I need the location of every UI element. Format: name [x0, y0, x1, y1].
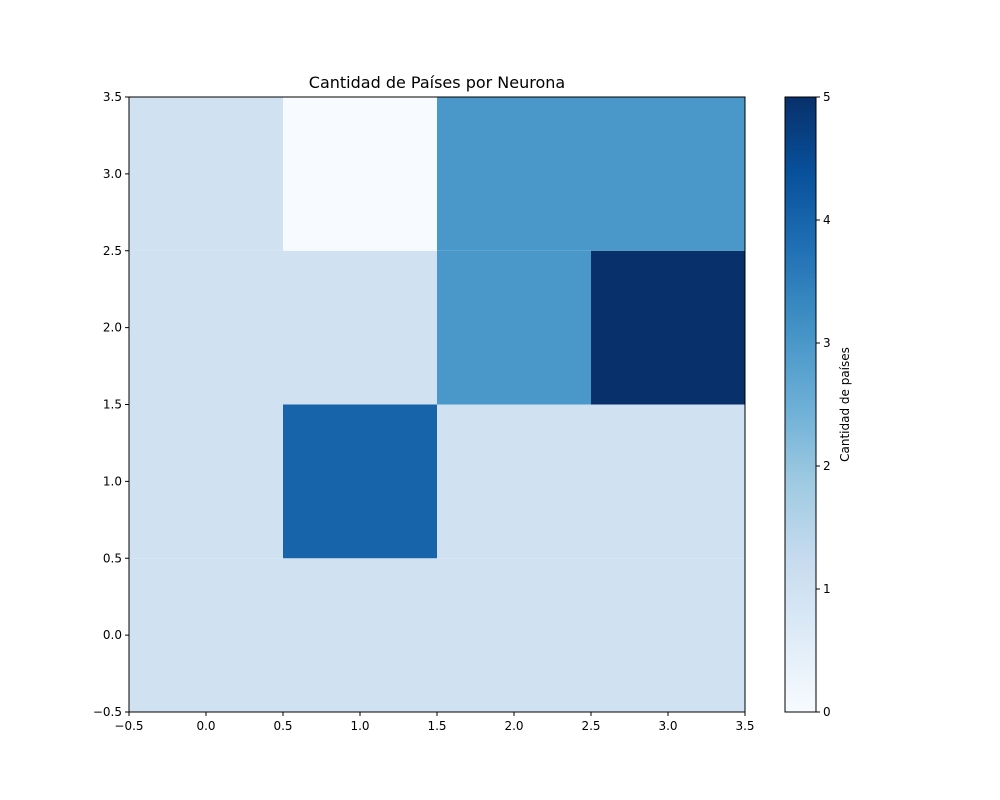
- colorbar-tick-label: 4: [823, 213, 831, 227]
- heatmap-cell: [437, 404, 591, 559]
- heatmap-cell: [591, 558, 745, 712]
- heatmap-cell: [129, 250, 283, 405]
- x-tick-label: 3.5: [735, 719, 754, 733]
- heatmap-cell: [283, 404, 437, 559]
- y-tick-label: 2.5: [103, 244, 122, 258]
- y-tick-label: 1.5: [103, 398, 122, 412]
- colorbar-tick-label: 3: [823, 336, 831, 350]
- heatmap-cell: [437, 250, 591, 405]
- colorbar-tick-label: 0: [823, 705, 831, 719]
- x-tick-label: 2.0: [504, 719, 523, 733]
- colorbar-label: Cantidad de países: [838, 347, 852, 462]
- y-tick-label: 0.5: [103, 551, 122, 565]
- x-tick-label: 1.0: [350, 719, 369, 733]
- heatmap-cell: [283, 250, 437, 405]
- y-tick-label: 3.5: [103, 90, 122, 104]
- colorbar-tick-label: 1: [823, 582, 831, 596]
- x-tick-label: 2.5: [581, 719, 600, 733]
- heatmap-cell: [129, 558, 283, 712]
- x-tick-label: 0.0: [196, 719, 215, 733]
- colorbar-tick-label: 5: [823, 90, 831, 104]
- heatmap-cells: [129, 97, 745, 712]
- x-tick-label: −0.5: [114, 719, 143, 733]
- chart-title: Cantidad de Países por Neurona: [309, 73, 565, 92]
- heatmap-cell: [591, 250, 745, 405]
- y-tick-label: 0.0: [103, 628, 122, 642]
- heatmap-cell: [591, 404, 745, 559]
- heatmap-cell: [129, 404, 283, 559]
- heatmap-cell: [437, 558, 591, 712]
- heatmap-cell: [437, 97, 591, 251]
- y-tick-label: −0.5: [93, 705, 122, 719]
- colorbar-tick-label: 2: [823, 459, 831, 473]
- heatmap-cell: [283, 558, 437, 712]
- colorbar: [784, 96, 817, 713]
- y-tick-label: 2.0: [103, 321, 122, 335]
- x-axis: −0.5 0.0 0.5 1.0 1.5 2.0 2.5 3.0 3.5: [114, 712, 755, 733]
- colorbar-axis: 0 1 2 3 4 5: [816, 90, 831, 719]
- x-tick-label: 0.5: [273, 719, 292, 733]
- heatmap-cell: [129, 97, 283, 251]
- heatmap-cell: [283, 97, 437, 251]
- x-tick-label: 1.5: [427, 719, 446, 733]
- heatmap-cell: [591, 97, 745, 251]
- y-tick-label: 1.0: [103, 474, 122, 488]
- y-tick-label: 3.0: [103, 167, 122, 181]
- y-axis: −0.5 0.0 0.5 1.0 1.5 2.0 2.5 3.0 3.5: [93, 90, 129, 719]
- x-tick-label: 3.0: [658, 719, 677, 733]
